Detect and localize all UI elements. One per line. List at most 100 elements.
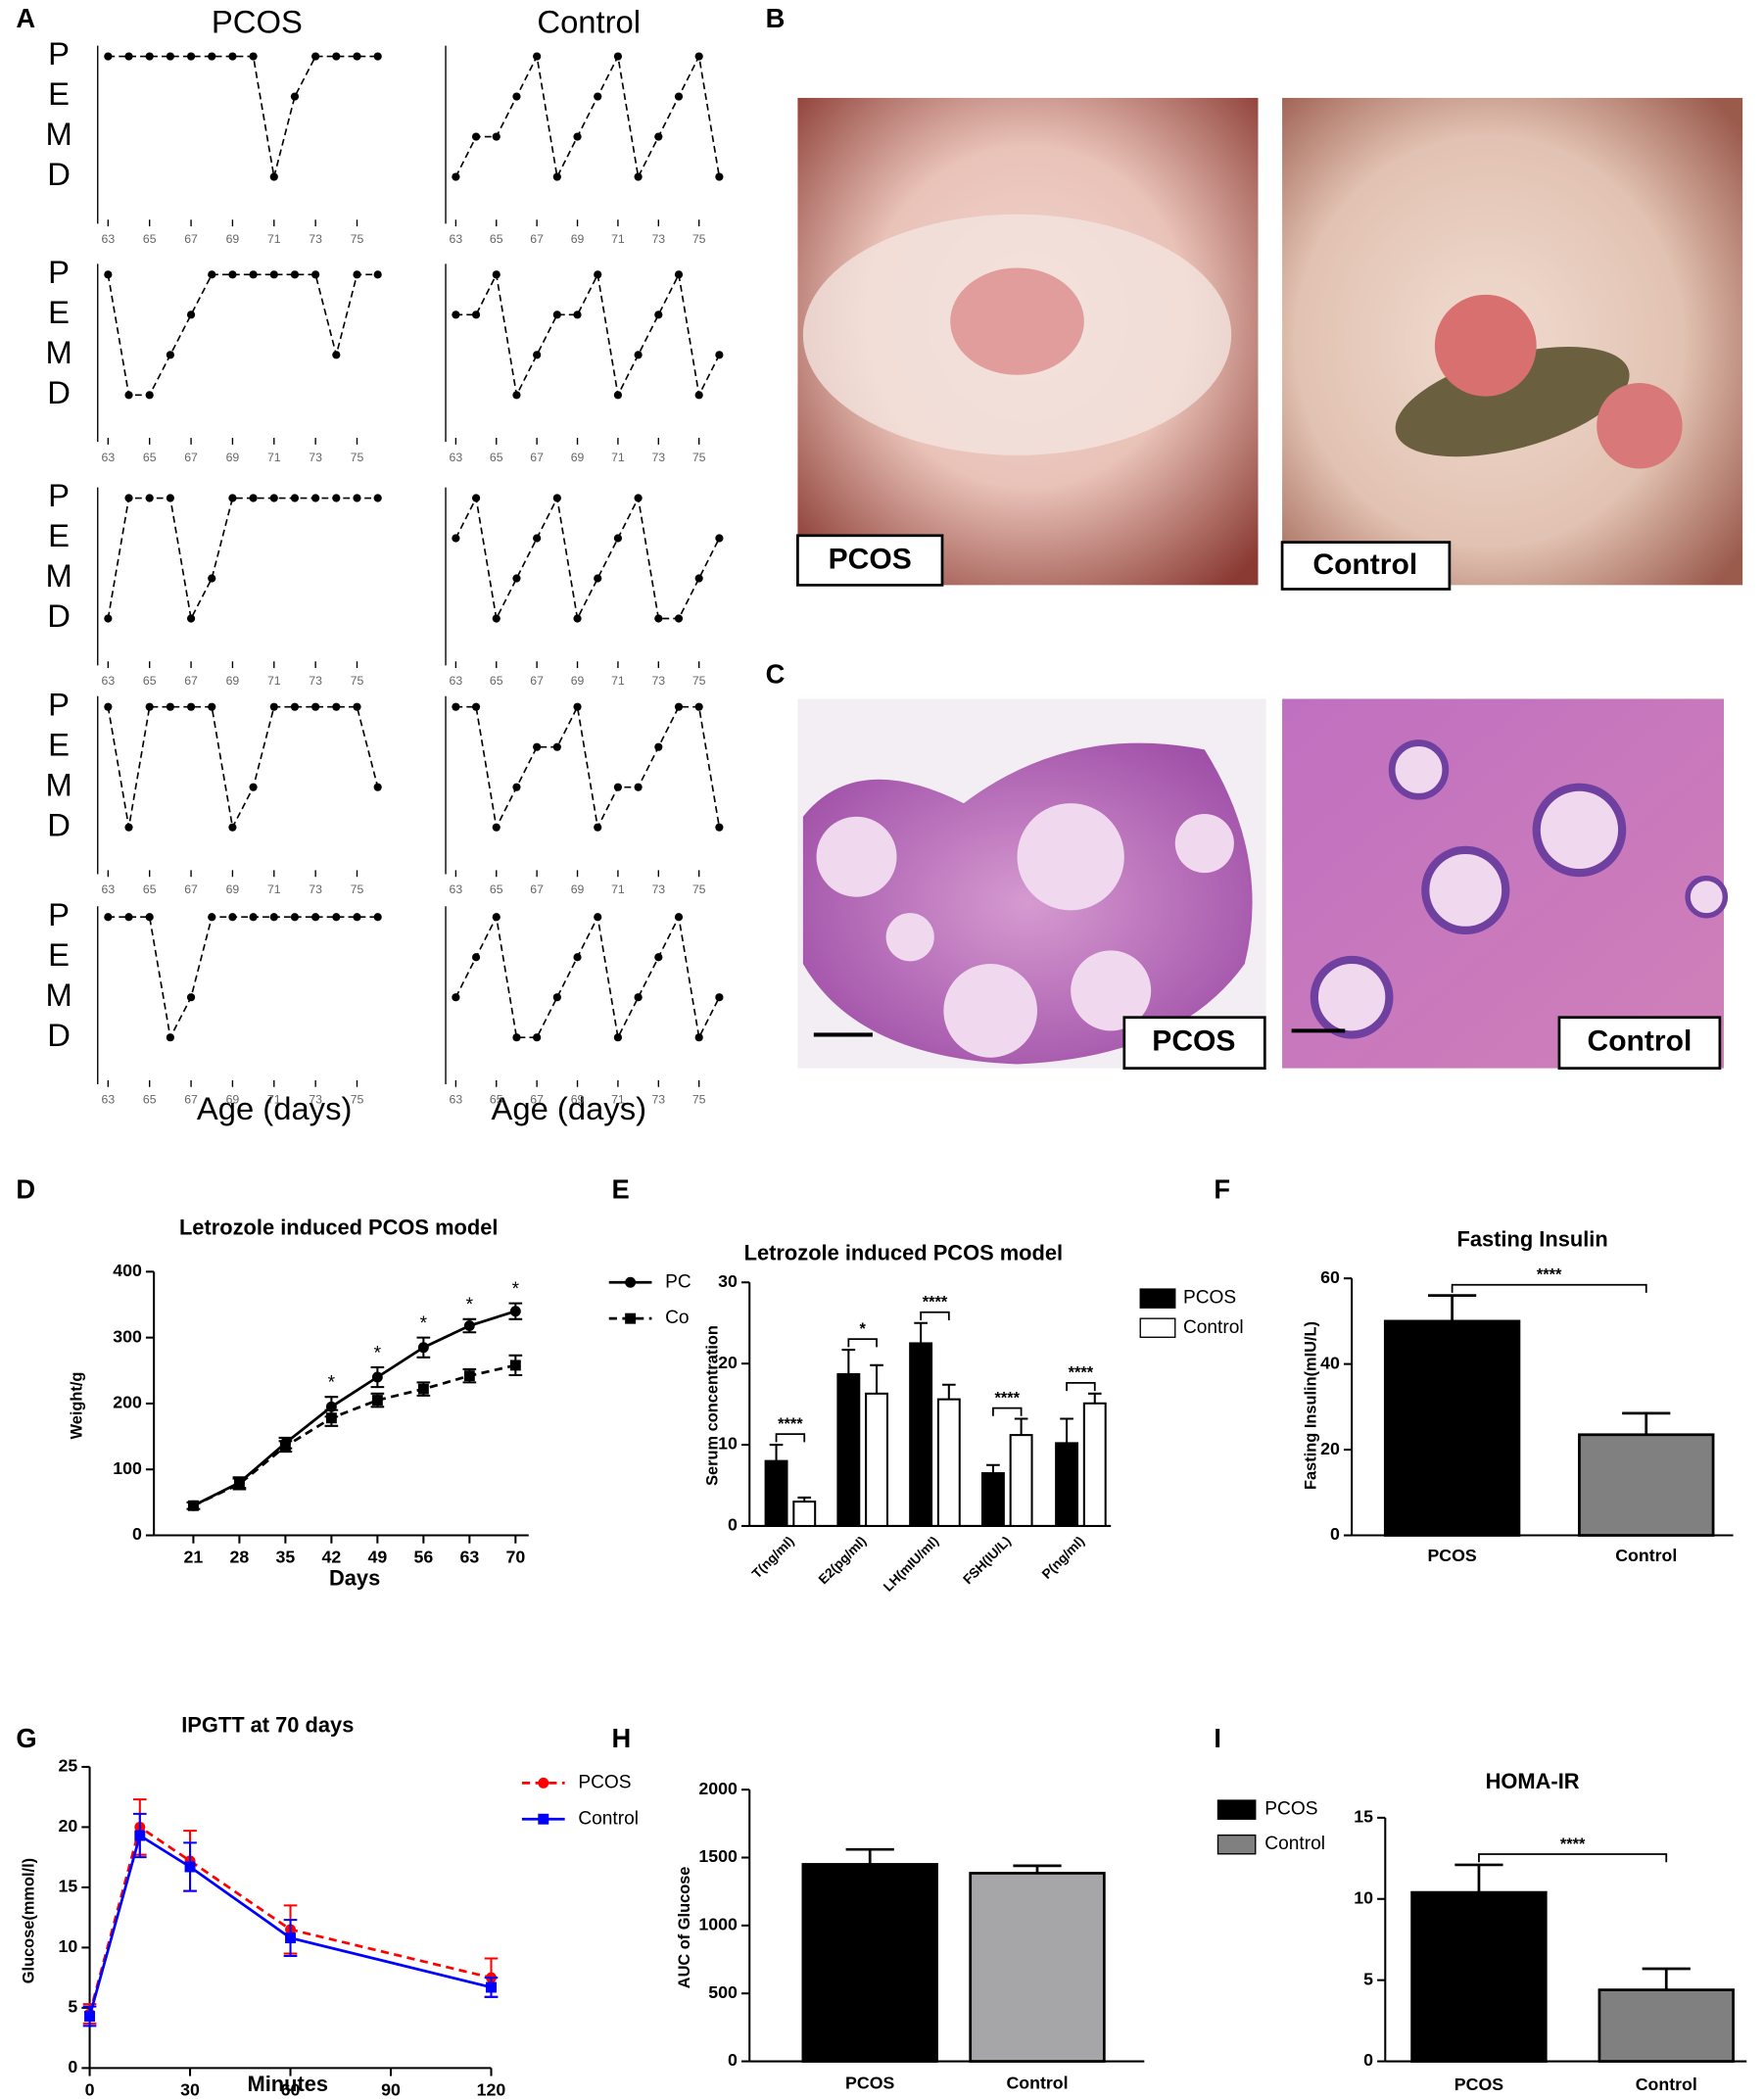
- x-tick-label: Control: [1006, 2073, 1068, 2092]
- significance-bracket: [775, 1433, 806, 1443]
- chart-title: Letrozole induced PCOS model: [179, 1215, 499, 1239]
- x-tick-label: P(ng/ml): [1039, 1534, 1087, 1582]
- stage-point: [228, 52, 237, 61]
- x-tick-label: 75: [351, 883, 364, 896]
- stage-point: [613, 391, 623, 400]
- stage-label: E: [48, 294, 70, 330]
- x-tick-label: 71: [267, 674, 281, 688]
- stage-point: [594, 270, 602, 279]
- x-tick-label: 73: [651, 451, 665, 464]
- x-tick-label: 73: [651, 1093, 665, 1107]
- x-tick-label: 90: [381, 2079, 401, 2099]
- y-tick-label: 10: [1354, 1887, 1373, 1907]
- stage-point: [269, 913, 278, 922]
- stage-label: P: [48, 35, 70, 72]
- legend-label: PCOS: [1264, 1799, 1317, 1820]
- stage-point: [332, 52, 341, 61]
- bar: [909, 1342, 933, 1527]
- y-axis-label: Weight/g: [69, 1372, 86, 1440]
- stage-point: [290, 494, 300, 502]
- x-axis-label: Days: [329, 1565, 380, 1590]
- photo-label: PCOS: [1152, 1026, 1235, 1058]
- stage-point: [674, 913, 684, 922]
- x-tick-label: 69: [226, 883, 240, 896]
- stage-point: [552, 310, 561, 319]
- chart-title: Fasting Insulin: [1456, 1227, 1607, 1252]
- stage-point: [492, 132, 501, 141]
- estrous-line: [454, 495, 721, 622]
- marker: [625, 1312, 637, 1324]
- marker: [134, 1830, 146, 1841]
- x-tick-label: 69: [571, 674, 585, 688]
- significance-label: ****: [1537, 1265, 1562, 1283]
- legend-swatch: [1139, 1317, 1176, 1338]
- y-tick-label: 1500: [698, 1846, 738, 1866]
- chart-title: HOMA-IR: [1486, 1769, 1580, 1793]
- x-tick-label: Control: [1636, 2075, 1697, 2094]
- stage-point: [634, 993, 643, 1002]
- estrous-line: [107, 273, 378, 397]
- x-tick-label: 69: [571, 451, 585, 464]
- x-tick-label: 69: [571, 1093, 585, 1107]
- stage-point: [311, 494, 320, 502]
- stage-point: [694, 702, 703, 711]
- stage-point: [634, 783, 643, 791]
- x-tick-label: 70: [505, 1547, 525, 1566]
- stage-point: [674, 92, 684, 101]
- stage-point: [290, 92, 300, 101]
- x-tick-label: 69: [226, 674, 240, 688]
- stage-point: [613, 52, 623, 61]
- significance-label: ****: [923, 1294, 948, 1312]
- marker: [285, 1932, 296, 1944]
- series-line: [192, 1363, 516, 1507]
- x-tick-label: 49: [367, 1547, 387, 1566]
- legend-label: Co: [665, 1308, 689, 1328]
- stage-point: [594, 574, 602, 583]
- stage-point: [452, 310, 460, 319]
- x-tick-label: 71: [611, 1093, 625, 1107]
- bar: [1383, 1319, 1521, 1537]
- photo-label: PCOS: [829, 544, 912, 576]
- legend-label: Control: [1183, 1317, 1244, 1338]
- significance-label: ****: [778, 1415, 803, 1433]
- stage-point: [145, 52, 154, 61]
- y-tick-label: 30: [718, 1271, 738, 1291]
- significance-bracket: [992, 1407, 1023, 1416]
- stage-point: [492, 823, 501, 832]
- x-tick-label: 73: [309, 883, 322, 896]
- legend-label: PC: [665, 1271, 691, 1292]
- x-axis-label: Age (days): [491, 1090, 646, 1126]
- x-tick-label: 65: [143, 451, 157, 464]
- chart-title: IPGTT at 70 days: [181, 1713, 354, 1738]
- stage-label: D: [47, 806, 71, 842]
- stage-point: [104, 614, 113, 623]
- x-tick-label: FSH(IU/L): [960, 1534, 1014, 1588]
- y-axis-label: Glucose(mmol/l): [20, 1858, 37, 1983]
- stage-point: [512, 92, 521, 101]
- photo-label: Control: [1312, 549, 1417, 581]
- marker: [84, 2011, 96, 2022]
- stage-point: [104, 270, 113, 279]
- x-tick-label: 65: [143, 1093, 157, 1107]
- stage-point: [715, 172, 724, 181]
- y-tick-label: 0: [1330, 1524, 1340, 1544]
- x-tick-label: PCOS: [1427, 1546, 1476, 1565]
- stage-point: [674, 614, 684, 623]
- stage-point: [208, 270, 216, 279]
- x-tick-label: 71: [267, 232, 281, 246]
- stage-point: [471, 953, 481, 962]
- stage-label: P: [48, 896, 70, 932]
- x-tick-label: 75: [351, 232, 364, 246]
- stage-point: [674, 270, 684, 279]
- x-tick-label: 65: [490, 232, 503, 246]
- marker: [509, 1306, 521, 1317]
- stage-point: [186, 993, 196, 1002]
- stage-point: [492, 270, 501, 279]
- panel-label: C: [766, 658, 786, 689]
- x-tick-label: 30: [180, 2079, 200, 2099]
- stage-point: [145, 913, 154, 922]
- stage-point: [533, 534, 542, 543]
- x-tick-label: 63: [450, 883, 463, 896]
- x-tick-label: 63: [450, 674, 463, 688]
- x-tick-label: 67: [184, 232, 198, 246]
